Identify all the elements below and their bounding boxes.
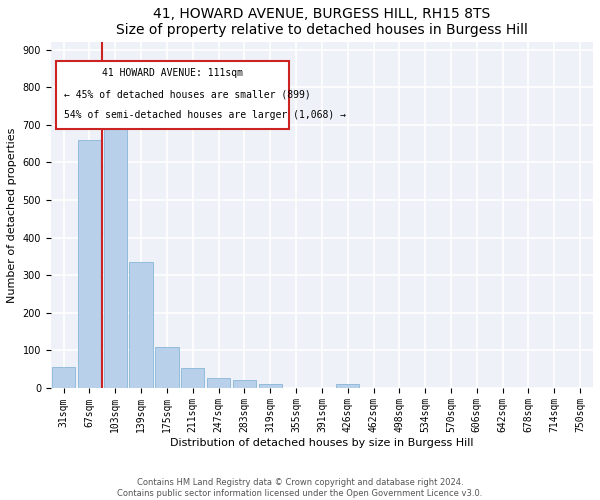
Bar: [104, 106, 127, 388]
Title: 41, HOWARD AVENUE, BURGESS HILL, RH15 8TS
Size of property relative to detached : 41, HOWARD AVENUE, BURGESS HILL, RH15 8T…: [116, 7, 528, 37]
Bar: [207, 378, 230, 388]
Bar: [52, 367, 75, 388]
X-axis label: Distribution of detached houses by size in Burgess Hill: Distribution of detached houses by size …: [170, 438, 473, 448]
FancyBboxPatch shape: [56, 62, 289, 128]
Text: 41 HOWARD AVENUE: 111sqm: 41 HOWARD AVENUE: 111sqm: [102, 68, 243, 78]
Bar: [78, 140, 101, 388]
Text: 54% of semi-detached houses are larger (1,068) →: 54% of semi-detached houses are larger (…: [64, 110, 346, 120]
Bar: [130, 262, 153, 388]
Y-axis label: Number of detached properties: Number of detached properties: [7, 128, 17, 302]
Text: Contains HM Land Registry data © Crown copyright and database right 2024.
Contai: Contains HM Land Registry data © Crown c…: [118, 478, 482, 498]
Bar: [336, 384, 359, 388]
Bar: [259, 384, 282, 388]
Bar: [155, 348, 179, 388]
Text: ← 45% of detached houses are smaller (899): ← 45% of detached houses are smaller (89…: [64, 89, 311, 99]
Bar: [233, 380, 256, 388]
Bar: [181, 368, 205, 388]
